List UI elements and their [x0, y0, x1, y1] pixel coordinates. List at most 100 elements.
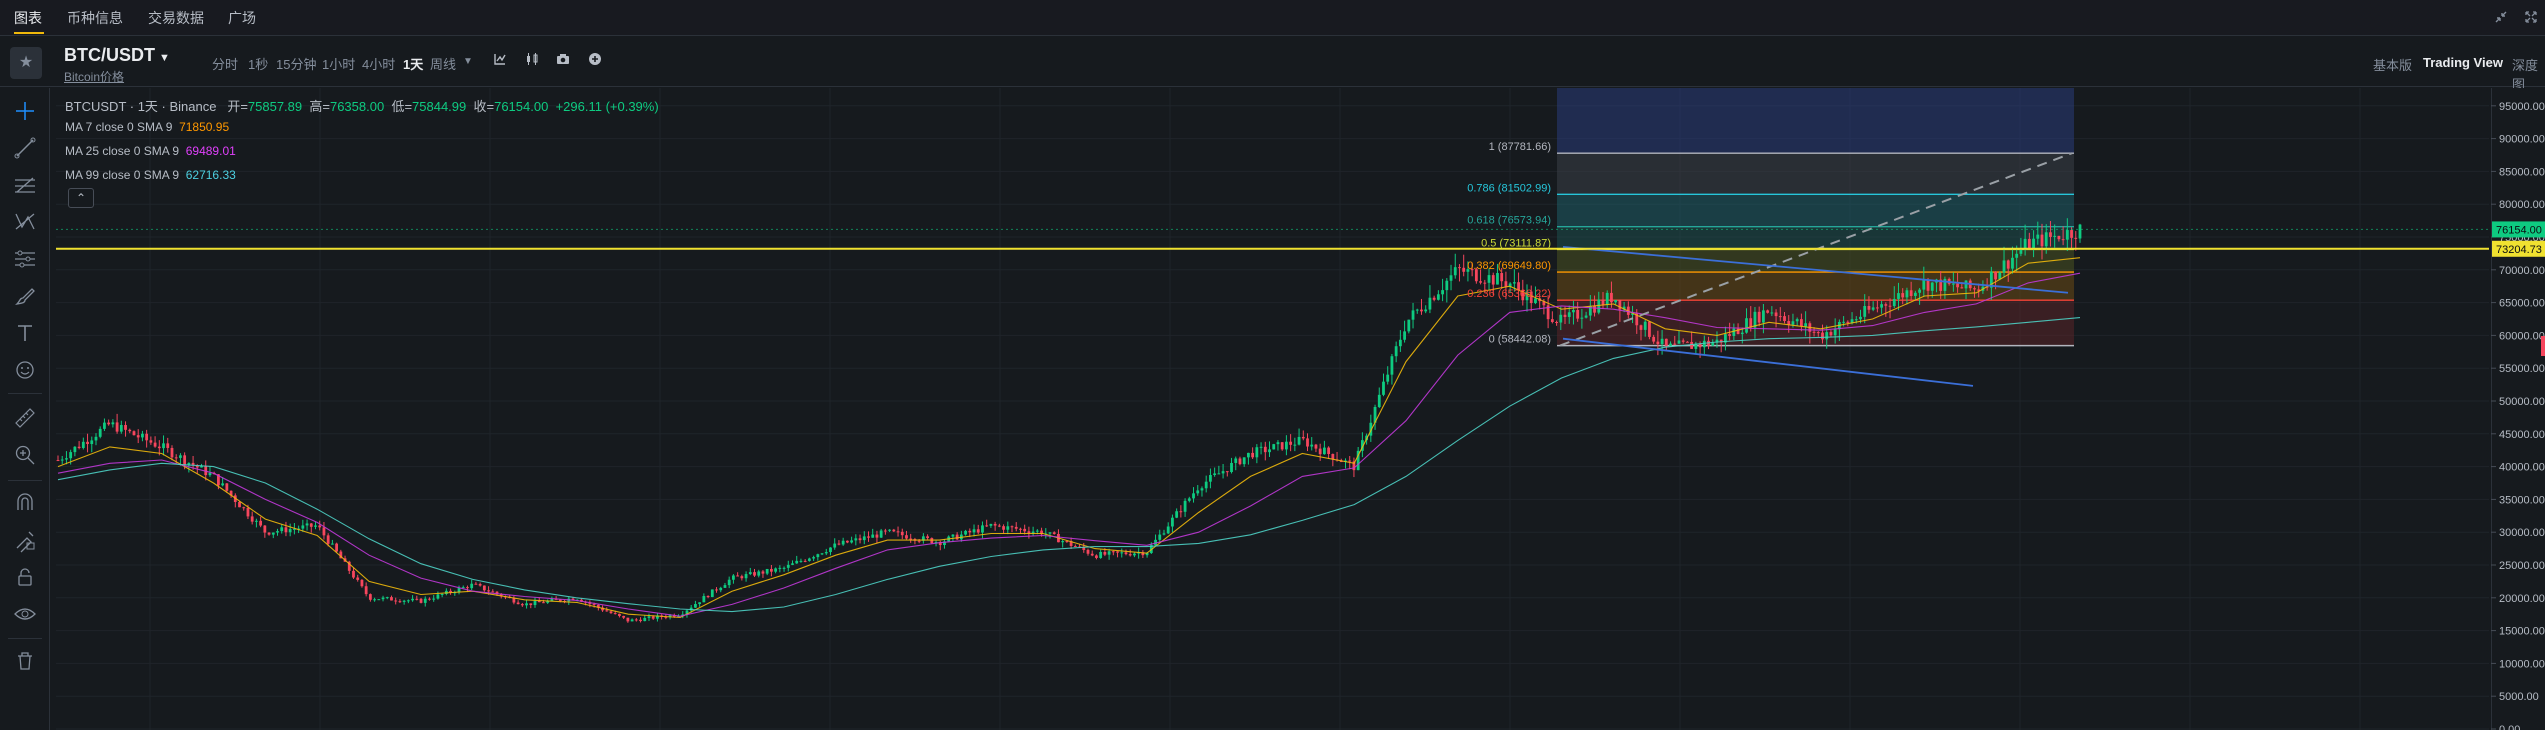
candle-body [2027, 238, 2031, 249]
candle-body [833, 543, 837, 548]
indicator-icon[interactable] [493, 52, 507, 69]
candle-body [1360, 440, 1364, 451]
candle-body [474, 583, 478, 585]
candle-body [1200, 488, 1204, 491]
fib-zone [1557, 272, 2074, 301]
candle-body [1702, 340, 1706, 348]
symbol-selector[interactable]: BTC/USDT ▼ [64, 45, 170, 66]
brush-icon[interactable] [10, 281, 40, 311]
eye-icon[interactable] [10, 599, 40, 629]
candle-body [689, 607, 693, 611]
candle-body [1884, 304, 1888, 306]
prediction-icon[interactable] [10, 244, 40, 274]
candle-body [736, 575, 740, 577]
candle-body [1449, 275, 1453, 281]
candle-body [1048, 532, 1052, 534]
pattern-icon[interactable] [10, 207, 40, 237]
candle-body [985, 525, 989, 527]
candle-body [1002, 526, 1005, 530]
trash-icon[interactable] [10, 646, 40, 676]
candle-body [1614, 300, 1618, 303]
candle-body [1111, 551, 1115, 553]
candle-body [1728, 334, 1732, 336]
tab-coin-info[interactable]: 币种信息 [67, 10, 123, 26]
candle-body [1770, 312, 1774, 314]
tab-chart[interactable]: 图表 [14, 10, 42, 26]
candle-body [1116, 551, 1119, 553]
candle-body [499, 594, 503, 597]
candle-body [1580, 317, 1584, 319]
ma99-legend[interactable]: MA 99 close 0 SMA 9 62716.33 [65, 168, 236, 182]
timeframe-more-caret-icon[interactable]: ▼ [463, 56, 473, 67]
candle-body [512, 597, 516, 603]
candle-type-icon[interactable] [525, 52, 539, 69]
candle-body [1968, 280, 1972, 289]
candle-body [1377, 394, 1381, 407]
expand-icon[interactable] [2524, 10, 2538, 28]
timeframe-1s[interactable]: 1秒 [248, 57, 269, 72]
camera-icon[interactable] [556, 52, 570, 69]
coin-price-link[interactable]: Bitcoin价格 [64, 70, 125, 84]
collapse-legend-button[interactable]: ⌃ [68, 188, 94, 208]
timeframe-4h[interactable]: 4小时 [362, 57, 396, 72]
candle-body [1812, 331, 1816, 333]
timeframe-time[interactable]: 分时 [212, 57, 239, 72]
ruler-icon[interactable] [10, 403, 40, 433]
tab-trading-data[interactable]: 交易数据 [148, 10, 204, 26]
timeframe-15m[interactable]: 15分钟 [276, 57, 317, 72]
lock-icon[interactable] [10, 562, 40, 592]
zoom-in-icon[interactable] [10, 440, 40, 470]
ma25-legend[interactable]: MA 25 close 0 SMA 9 69489.01 [65, 144, 236, 158]
timeframe-1h[interactable]: 1小时 [322, 57, 356, 72]
candle-body [913, 539, 917, 541]
candle-body [651, 616, 655, 619]
timeframe-week[interactable]: 周线 [430, 57, 457, 72]
ma7-label: MA 7 close 0 SMA 9 [65, 120, 173, 134]
lock-draw-icon[interactable] [10, 525, 40, 555]
candle-body [2065, 230, 2069, 240]
candle-body [596, 604, 600, 608]
tab-square[interactable]: 广场 [228, 10, 256, 26]
shrink-icon[interactable] [2494, 10, 2508, 28]
candle-body [1019, 528, 1022, 530]
add-circle-icon[interactable] [588, 52, 602, 69]
candle-body [976, 529, 980, 533]
tool-divider [8, 480, 42, 481]
candle-body [81, 441, 85, 448]
candle-body [1584, 315, 1588, 318]
candle-body [1462, 267, 1466, 272]
candle-body [1951, 283, 1955, 285]
candle-body [1626, 306, 1630, 315]
candle-body [1052, 532, 1056, 534]
candle-body [1095, 555, 1098, 558]
ma7-legend[interactable]: MA 7 close 0 SMA 9 71850.95 [65, 120, 229, 134]
text-icon[interactable] [10, 318, 40, 348]
candle-body [267, 532, 271, 535]
candle-body [2036, 234, 2040, 239]
candle-body [1905, 290, 1909, 298]
candle-body [993, 523, 997, 526]
candle-body [1854, 319, 1858, 321]
emoji-icon[interactable] [10, 355, 40, 385]
favorite-star-icon[interactable]: ★ [10, 47, 42, 79]
trend-line-icon[interactable] [10, 133, 40, 163]
candle-body [128, 429, 132, 432]
candle-body [575, 599, 579, 601]
candle-body [1090, 553, 1094, 556]
candle-body [664, 616, 668, 618]
candle-body [765, 568, 769, 574]
view-tradingview[interactable]: Trading View [2423, 55, 2503, 70]
candle-body [841, 540, 845, 545]
candle-body [719, 587, 723, 591]
candle-body [1926, 279, 1930, 291]
fib-tool-icon[interactable] [10, 170, 40, 200]
candle-body [917, 540, 921, 542]
candle-body [837, 543, 841, 545]
view-basic[interactable]: 基本版 [2373, 58, 2413, 73]
timeframe-1d[interactable]: 1天 [403, 57, 424, 72]
high-label: 高= [309, 99, 330, 114]
ma99-value: 62716.33 [185, 168, 236, 182]
magnet-icon[interactable] [10, 488, 40, 518]
price-axis[interactable] [2491, 88, 2545, 730]
crosshair-icon[interactable] [10, 96, 40, 126]
